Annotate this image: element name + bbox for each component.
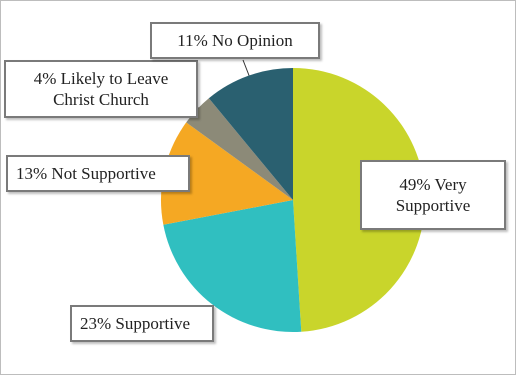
data-label: 23% Supportive [70, 305, 214, 342]
pie-slice [161, 122, 293, 225]
pie-slice [208, 68, 293, 200]
value-label: 23% [80, 314, 112, 333]
pie-slice [293, 68, 426, 332]
category-label: No Opinion [212, 31, 293, 50]
data-label: 13% Not Supportive [6, 155, 190, 192]
value-label: 4% [33, 69, 57, 88]
category-label: Likely to Leave Christ Church [53, 69, 169, 109]
data-label: 49% Very Supportive [360, 160, 506, 230]
data-label: 4% Likely to Leave Christ Church [4, 60, 198, 118]
value-label: 13% [16, 164, 48, 183]
category-label: Very Supportive [395, 175, 471, 215]
data-label: 11% No Opinion [150, 22, 320, 59]
category-label: Supportive [115, 314, 191, 333]
pie-slice [186, 98, 293, 200]
leader-line [242, 59, 251, 79]
pie-slice [163, 200, 302, 332]
category-label: Not Supportive [51, 164, 156, 183]
value-label: 49% [399, 175, 431, 194]
value-label: 11% [177, 31, 208, 50]
